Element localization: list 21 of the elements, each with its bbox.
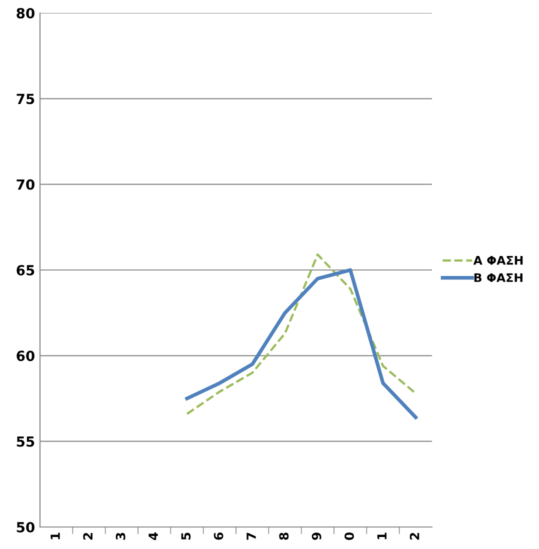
- legend-label: Α ΦΑΣΗ: [473, 256, 523, 265]
- y-tick-label: 75: [16, 94, 34, 104]
- x-tick-label: 7: [246, 532, 256, 540]
- y-tick-label: 65: [16, 264, 34, 276]
- legend-label: Β ΦΑΣΗ: [474, 273, 522, 282]
- y-tick-label: 80: [16, 8, 34, 18]
- x-tick-label: 3: [116, 532, 126, 540]
- y-tick-label: 55: [16, 436, 34, 447]
- x-tick-label: 4: [148, 532, 158, 540]
- x-tick-label: 1: [50, 532, 60, 540]
- x-tick-label: 0: [344, 532, 354, 540]
- x-tick-label: 2: [410, 532, 420, 540]
- y-tick-label: 70: [16, 179, 34, 190]
- x-tick-label: 1: [377, 532, 386, 540]
- x-tick-label: 5: [181, 532, 191, 540]
- x-tick-label: 6: [214, 532, 224, 540]
- x-tick-label: 8: [279, 532, 289, 540]
- x-tick-label: 9: [312, 532, 322, 540]
- y-tick-label: 60: [16, 350, 34, 362]
- x-tick-label: 2: [83, 532, 92, 540]
- y-tick-label: 50: [16, 522, 34, 532]
